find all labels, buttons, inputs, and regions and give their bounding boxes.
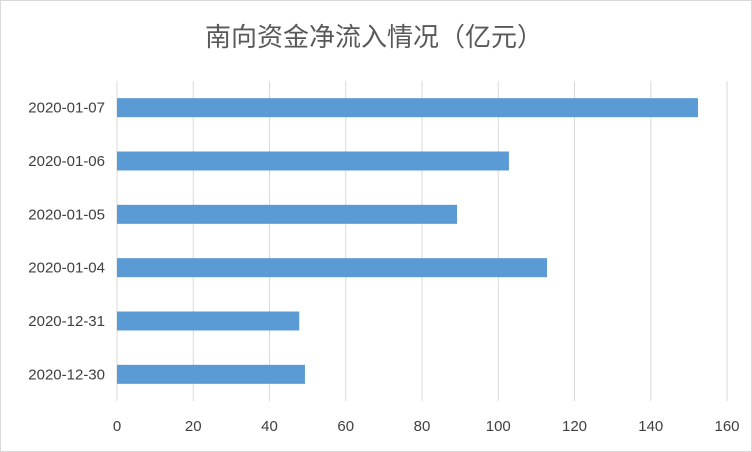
category-label-2020-01-04: 2020-01-04 xyxy=(28,260,105,277)
category-label-2020-12-30: 2020-12-30 xyxy=(28,366,105,383)
bar-2020-12-30 xyxy=(117,364,305,384)
x-tick-label-120: 120 xyxy=(562,418,587,435)
x-tick-label-40: 40 xyxy=(261,418,278,435)
bar-2020-01-06 xyxy=(117,151,509,171)
x-tick-label-60: 60 xyxy=(337,418,354,435)
x-tick-label-20: 20 xyxy=(185,418,202,435)
x-tick-label-160: 160 xyxy=(714,418,739,435)
x-tick-label-140: 140 xyxy=(638,418,663,435)
category-labels: 2020-12-30 2020-12-31 2020-01-04 2020-01-05… xyxy=(28,100,105,384)
x-tick-label-80: 80 xyxy=(414,418,431,435)
bar-2020-01-05 xyxy=(117,204,458,224)
bar-2020-01-07 xyxy=(117,98,699,118)
bar-2020-12-31 xyxy=(117,311,300,331)
category-label-2020-01-05: 2020-01-05 xyxy=(28,206,105,223)
value-tick-labels: 0 20 40 60 80 100 120 140 160 xyxy=(113,418,740,435)
grid-layer xyxy=(116,81,728,401)
bar-2020-01-04 xyxy=(117,258,548,278)
x-tick-label-100: 100 xyxy=(486,418,511,435)
category-label-2020-01-07: 2020-01-07 xyxy=(28,100,105,117)
chart-title: 南向资金净流入情况（亿元） xyxy=(205,23,543,53)
bar-layer xyxy=(117,98,699,384)
category-label-2020-12-31: 2020-12-31 xyxy=(28,313,105,330)
x-tick-label-0: 0 xyxy=(113,418,121,435)
category-label-2020-01-06: 2020-01-06 xyxy=(28,153,105,170)
